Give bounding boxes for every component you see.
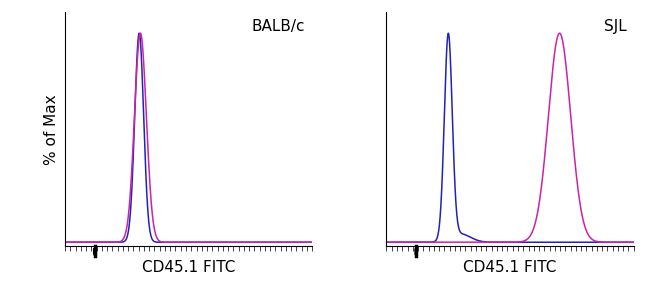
- X-axis label: CD45.1 FITC: CD45.1 FITC: [142, 260, 235, 275]
- Y-axis label: % of Max: % of Max: [44, 94, 59, 165]
- X-axis label: CD45.1 FITC: CD45.1 FITC: [463, 260, 557, 275]
- Text: SJL: SJL: [604, 19, 627, 34]
- Text: BALB/c: BALB/c: [252, 19, 305, 34]
